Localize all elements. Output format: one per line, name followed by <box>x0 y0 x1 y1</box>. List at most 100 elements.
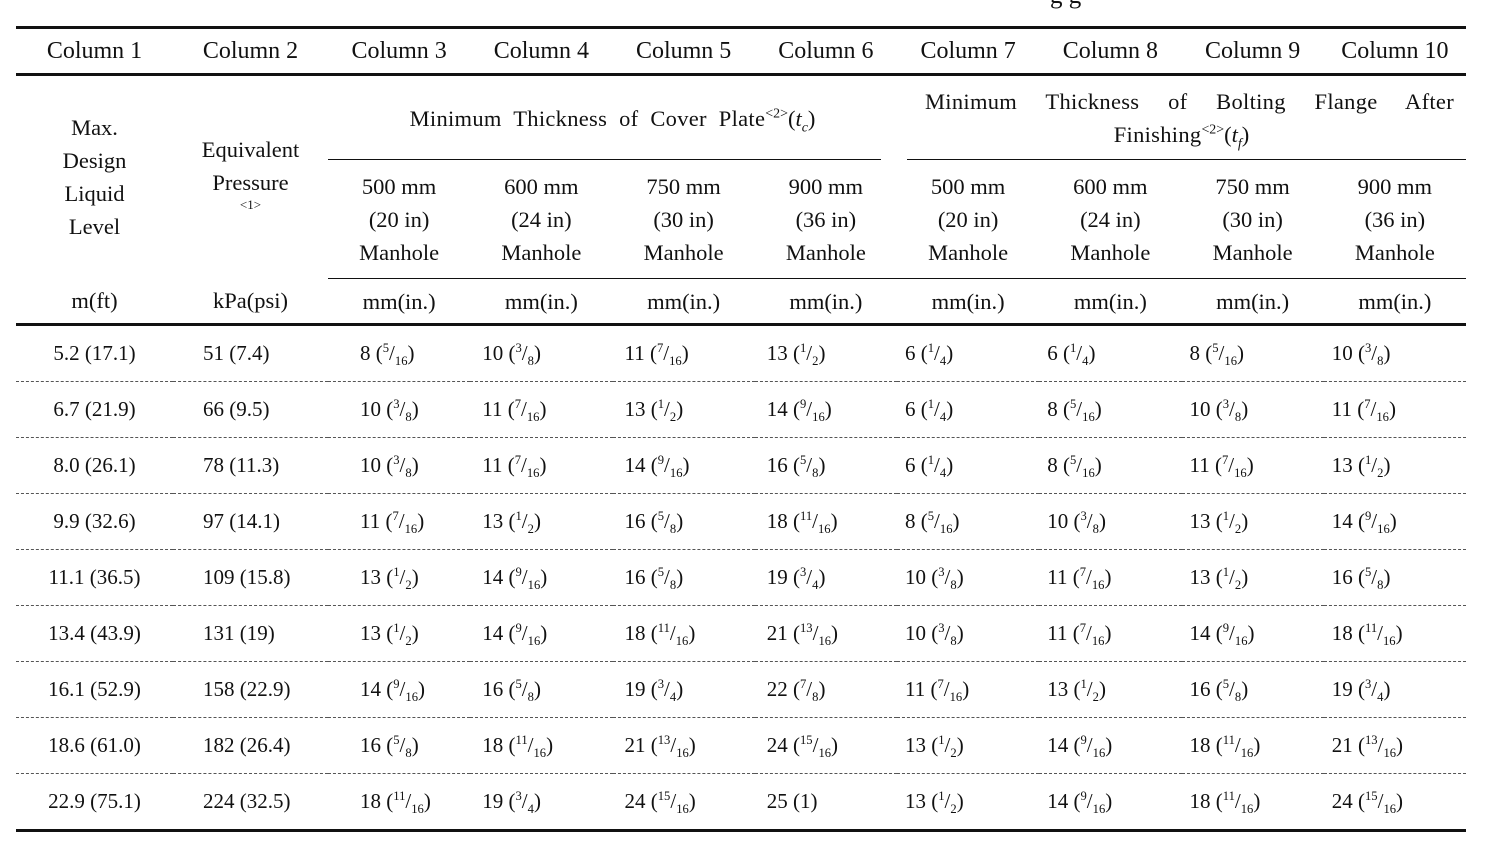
fraction-numerator: 11 <box>1222 789 1235 803</box>
thickness-inch-fraction: 7/16 <box>392 509 418 537</box>
thickness-inch-fraction: 3/4 <box>800 565 819 593</box>
fraction-numerator: 11 <box>1222 733 1235 747</box>
fraction-numerator: 5 <box>1070 453 1077 467</box>
fraction-numerator: 1 <box>1222 565 1230 579</box>
thickness-cell: 21 (13/16) <box>612 717 755 774</box>
size-header-line: 750 mm <box>646 173 721 199</box>
unit-cell-2: kPa(psi) <box>173 278 328 326</box>
thickness-inch-fraction: 9/16 <box>393 677 418 705</box>
fraction-denominator: 8 <box>1092 522 1099 537</box>
thickness-inch-fraction: 1/2 <box>938 789 957 817</box>
fraction-numerator: 5 <box>657 565 665 579</box>
thickness-cell: 14 (9/16) <box>1039 717 1182 774</box>
fraction-numerator: 5 <box>1365 565 1372 579</box>
thickness-inch-fraction: 3/8 <box>1222 397 1242 425</box>
fraction-numerator: 5 <box>393 733 400 747</box>
thickness-mm: 13 <box>360 621 381 645</box>
fraction-denominator: 8 <box>950 634 957 649</box>
size-header-line: 600 mm <box>504 173 579 199</box>
thickness-inch-fraction: 1/4 <box>1070 341 1089 369</box>
fraction-denominator: 16 <box>411 802 424 817</box>
size-header-line: Manhole <box>501 239 582 265</box>
thickness-cell: 18 (11/16) <box>328 773 471 832</box>
thickness-inch-fraction: 5/16 <box>1070 397 1095 425</box>
thickness-mm: 13 <box>1189 565 1211 589</box>
thickness-cell: 14 (9/16) <box>1039 773 1182 832</box>
fraction-denominator: 16 <box>1082 410 1095 425</box>
thickness-cell: 10 (3/8) <box>1323 324 1466 382</box>
fraction-denominator: 16 <box>1376 410 1389 425</box>
fraction-numerator: 15 <box>1365 789 1378 803</box>
cover-plate-symbol-open: ( <box>787 105 796 131</box>
thickness-cell: 10 (3/8) <box>1039 493 1182 550</box>
thickness-mm: 6 <box>1047 341 1058 365</box>
thickness-cell: 11 (7/16) <box>470 381 613 438</box>
fraction-denominator: 8 <box>669 522 677 537</box>
thickness-mm: 13 <box>624 397 646 421</box>
fraction-numerator: 7 <box>656 341 664 355</box>
liquid-level-cell: 6.7 (21.9) <box>16 381 173 438</box>
fraction-denominator: 4 <box>527 802 534 817</box>
pressure-cell: 97 (14.1) <box>173 493 328 550</box>
size-header-line: 500 mm <box>930 173 1006 199</box>
thickness-inch-fraction: 9/16 <box>800 397 825 425</box>
thickness-mm: 13 <box>360 565 381 589</box>
fraction-numerator: 1 <box>515 509 522 523</box>
fraction-denominator: 16 <box>1383 746 1397 761</box>
thickness-mm: 8 <box>905 509 916 533</box>
thickness-mm: 14 <box>1047 789 1069 813</box>
fraction-numerator: 1 <box>657 397 665 411</box>
bolting-flange-note: <2> <box>1201 122 1225 138</box>
fraction-denominator: 16 <box>394 354 408 369</box>
fraction-denominator: 8 <box>669 578 677 593</box>
size-header-line: (24 in) <box>511 206 572 232</box>
size-header-line: Manhole <box>1354 239 1435 265</box>
fraction-numerator: 9 <box>515 621 522 635</box>
thickness-inch-fraction: 15/16 <box>657 789 689 817</box>
fraction-denominator: 16 <box>818 634 832 649</box>
fraction-numerator: 5 <box>657 509 665 523</box>
thickness-mm: 10 <box>360 453 381 477</box>
thickness-cell: 11 (7/16) <box>1181 437 1324 494</box>
thickness-mm: 18 <box>360 789 381 813</box>
fraction-denominator: 16 <box>1377 522 1390 537</box>
header-row-sizes: 500 mm (20 in) Manhole 600 mm (24 in) Manhole… <box>16 160 1466 279</box>
size-header-2: 600 mm (24 in) Manhole <box>470 160 613 279</box>
thickness-cell: 11 (7/16) <box>1323 381 1466 438</box>
thickness-cell: 13 (1/2) <box>754 324 897 382</box>
thickness-inch-fraction: 5/16 <box>1070 453 1095 481</box>
thickness-cell: 16 (5/8) <box>612 549 755 606</box>
fraction-denominator: 16 <box>1240 746 1254 761</box>
thickness-mm: 11 <box>624 341 645 365</box>
fraction-numerator: 5 <box>515 677 522 691</box>
fraction-numerator: 7 <box>514 453 522 467</box>
thickness-mm: 24 <box>766 733 788 757</box>
fraction-numerator: 3 <box>515 789 522 803</box>
thickness-cell: 8 (5/16) <box>1039 381 1182 438</box>
thickness-mm: 18 <box>766 509 788 533</box>
thickness-cell: 18 (11/16) <box>1323 605 1466 662</box>
fraction-denominator: 2 <box>1092 690 1099 705</box>
fraction-numerator: 5 <box>800 453 807 467</box>
fraction-denominator: 16 <box>939 522 953 537</box>
thickness-inch-fraction: 1/4 <box>927 341 947 369</box>
fraction-denominator: 4 <box>1082 354 1089 369</box>
fraction-denominator: 16 <box>1382 634 1396 649</box>
thickness-cell: 14 (9/16) <box>1323 493 1466 550</box>
fraction-denominator: 16 <box>1091 634 1105 649</box>
thickness-cell: 6 (1/4) <box>897 437 1040 494</box>
fraction-numerator: 1 <box>938 733 945 747</box>
fraction-numerator: 9 <box>1080 789 1087 803</box>
thickness-mm: 19 <box>482 789 504 813</box>
thickness-mm: 19 <box>1331 677 1353 701</box>
fraction-numerator: 15 <box>657 789 671 803</box>
thickness-cell: 11 (7/16) <box>1039 605 1182 662</box>
thickness-cell: 11 (7/16) <box>1039 549 1182 606</box>
thickness-cell: 18 (11/16) <box>612 605 755 662</box>
unit-cell-10: mm(in.) <box>1323 278 1466 326</box>
fraction-denominator: 8 <box>950 578 957 593</box>
thickness-mm: 11 <box>482 397 503 421</box>
liquid-level-cell: 13.4 (43.9) <box>16 605 173 662</box>
fraction-denominator: 8 <box>1234 690 1242 705</box>
thickness-inch-fraction: 7/16 <box>1364 397 1389 425</box>
